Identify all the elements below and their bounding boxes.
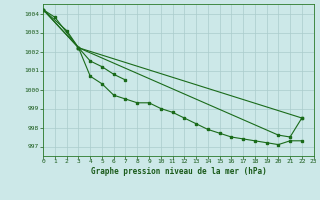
X-axis label: Graphe pression niveau de la mer (hPa): Graphe pression niveau de la mer (hPa) — [91, 167, 266, 176]
